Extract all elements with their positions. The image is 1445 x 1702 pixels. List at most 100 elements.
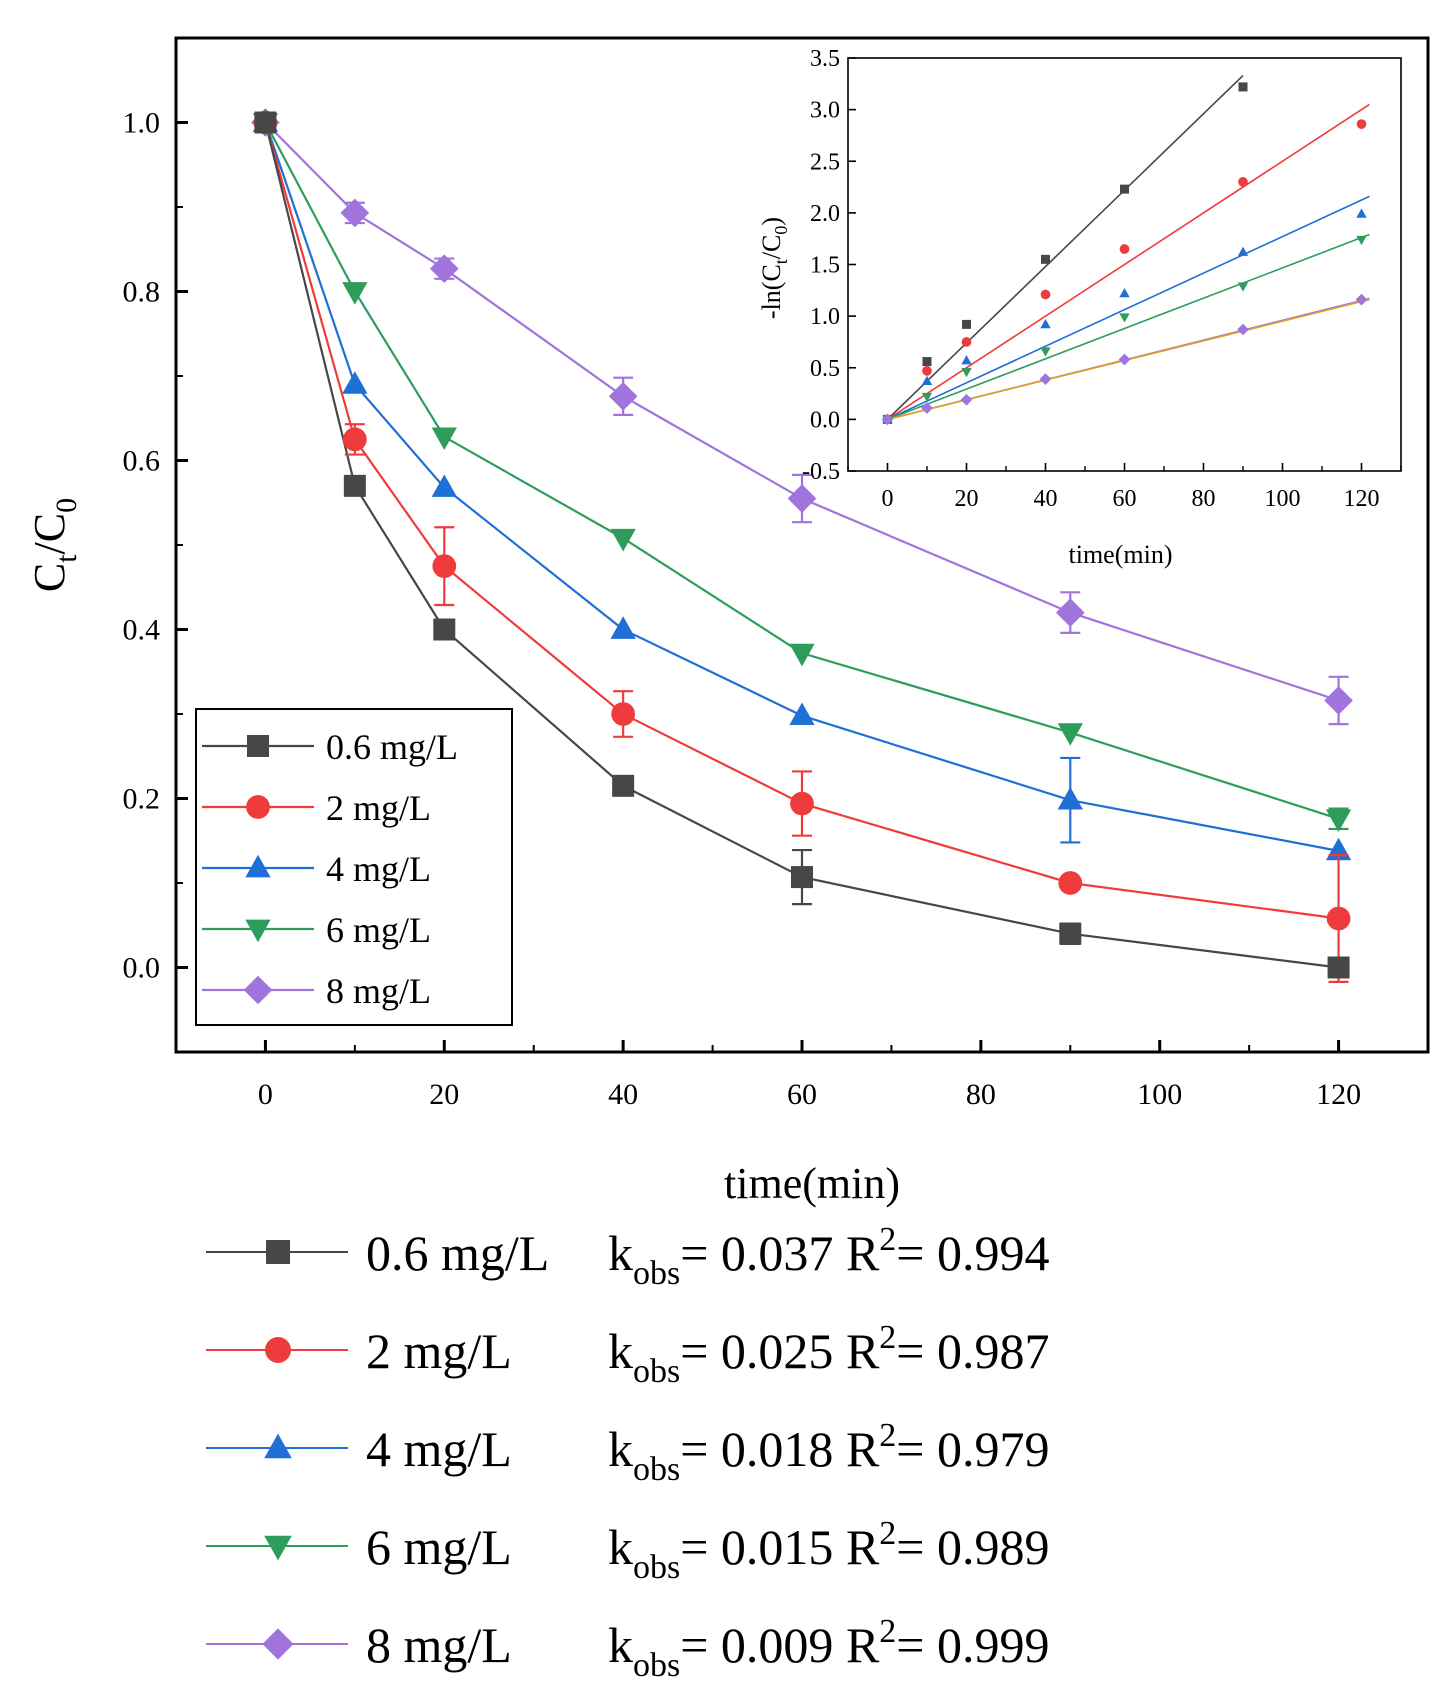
data-point bbox=[790, 791, 814, 816]
legend-box bbox=[195, 708, 513, 1026]
data-point bbox=[610, 616, 636, 639]
data-point bbox=[432, 554, 457, 579]
k-subscript: obs bbox=[633, 1549, 680, 1586]
k-value: = 0.009 bbox=[680, 1617, 833, 1673]
k-label: k bbox=[608, 1617, 633, 1673]
data-point bbox=[342, 371, 368, 394]
inset-data-point bbox=[1356, 208, 1367, 218]
inset-data-point bbox=[1356, 235, 1367, 246]
x-tick-label: 20 bbox=[429, 1078, 459, 1111]
y-tick-label: 1.0 bbox=[123, 107, 161, 140]
inset-data-point bbox=[961, 355, 972, 365]
data-point bbox=[1055, 598, 1085, 627]
k-value: = 0.018 bbox=[680, 1421, 833, 1477]
inset-data-point bbox=[1237, 246, 1249, 256]
inset-data-point bbox=[1237, 323, 1249, 336]
data-point bbox=[1058, 871, 1083, 895]
k-label: k bbox=[608, 1323, 633, 1379]
inset-data-point bbox=[961, 368, 972, 378]
y-title-base: C bbox=[25, 563, 74, 592]
data-point bbox=[610, 528, 636, 552]
inset-x-tick-label: 120 bbox=[1344, 486, 1380, 512]
k-value: = 0.015 bbox=[680, 1519, 833, 1575]
r-superscript: 2 bbox=[879, 1613, 896, 1650]
inset-x-tick-label: 60 bbox=[1113, 486, 1137, 512]
fit-line bbox=[886, 74, 1244, 420]
inset-y-title-prefix: -ln(C bbox=[757, 264, 786, 319]
r-value: = 0.987 bbox=[896, 1323, 1049, 1379]
x-tick-label: 80 bbox=[966, 1078, 996, 1111]
y-tick-label: 0.2 bbox=[123, 783, 161, 816]
inset-data-point bbox=[921, 375, 933, 385]
k-subscript: obs bbox=[633, 1255, 680, 1292]
r-label: R bbox=[846, 1225, 880, 1281]
inset-y-title-sub-0: 0 bbox=[771, 226, 791, 235]
y-axis-title: Ct/C0 bbox=[25, 498, 83, 592]
inset-y-tick-label: 0.5 bbox=[810, 356, 840, 382]
inset-y-title-sub-t: t bbox=[771, 259, 791, 264]
y-tick-label: 0.4 bbox=[123, 614, 161, 647]
legend-label: 4 mg/L bbox=[326, 849, 431, 889]
data-point bbox=[343, 474, 366, 497]
y-tick-label: 0.8 bbox=[123, 276, 161, 309]
inset-y-tick-label: 1.5 bbox=[810, 253, 840, 279]
legend-marker bbox=[245, 919, 271, 943]
inset-y-tick-label: -0.5 bbox=[802, 459, 840, 485]
data-point bbox=[787, 484, 817, 513]
data-point bbox=[611, 702, 636, 726]
x-tick-label: 0 bbox=[258, 1078, 273, 1111]
k-value: = 0.037 bbox=[680, 1225, 833, 1281]
inset-y-title-suffix: ) bbox=[757, 217, 786, 226]
r-superscript: 2 bbox=[879, 1319, 896, 1356]
k-label: k bbox=[608, 1225, 633, 1281]
data-point bbox=[1325, 809, 1352, 832]
inset-data-point bbox=[922, 365, 932, 376]
legend-label: 2 mg/L bbox=[326, 788, 431, 828]
data-point bbox=[612, 774, 635, 797]
data-point bbox=[608, 381, 638, 411]
r-label: R bbox=[846, 1323, 880, 1379]
data-point bbox=[431, 427, 457, 451]
k-subscript: obs bbox=[633, 1451, 680, 1488]
inset-data-point bbox=[962, 319, 971, 329]
spacer bbox=[833, 1617, 846, 1673]
kinetics-k: kobs= 0.015 R2= 0.989 bbox=[608, 1515, 1050, 1586]
x-axis-title: time(min) bbox=[724, 1159, 900, 1208]
y-title-sub-0: 0 bbox=[50, 498, 83, 513]
data-point bbox=[342, 282, 368, 305]
kinetics-conc: 8 mg/L bbox=[366, 1617, 512, 1673]
kinetics-conc: 2 mg/L bbox=[366, 1323, 512, 1379]
inset-data-point bbox=[1040, 289, 1051, 300]
inset-x-tick-label: 0 bbox=[882, 486, 894, 512]
kinetics-marker bbox=[266, 1240, 290, 1264]
inset-data-point bbox=[1041, 254, 1050, 264]
k-label: k bbox=[608, 1421, 633, 1477]
kinetics-k: kobs= 0.037 R2= 0.994 bbox=[608, 1221, 1050, 1292]
spacer bbox=[833, 1519, 846, 1575]
legend-label: 8 mg/L bbox=[326, 971, 431, 1011]
legend-label: 6 mg/L bbox=[326, 910, 431, 950]
kinetics-marker bbox=[262, 1628, 294, 1660]
spacer bbox=[833, 1421, 846, 1477]
main-legend: 0.6 mg/L 2 mg/L 4 mg/L 6 mg/L 8 mg/L bbox=[195, 708, 513, 1026]
kinetics-conc: 4 mg/L bbox=[366, 1421, 512, 1477]
inset-plot: -0.5 0.0 0.5 1.0 1.5 2.0 2.5 3.0 3.5 0 20 40 60 80 100… bbox=[757, 46, 1402, 569]
inset-x-tick-label: 100 bbox=[1265, 486, 1301, 512]
inset-data-point bbox=[1120, 184, 1129, 194]
inset-data-point bbox=[1119, 244, 1130, 254]
k-subscript: obs bbox=[633, 1647, 680, 1684]
data-point bbox=[791, 866, 813, 889]
y-title-slash: /C bbox=[25, 513, 74, 555]
data-point bbox=[342, 427, 367, 452]
kinetics-row: 4 mg/L kobs= 0.018 R2= 0.979 bbox=[206, 1417, 1050, 1488]
r-value: = 0.994 bbox=[896, 1225, 1049, 1281]
kinetics-k: kobs= 0.018 R2= 0.979 bbox=[608, 1417, 1050, 1488]
r-superscript: 2 bbox=[879, 1221, 896, 1258]
kinetics-marker bbox=[264, 1433, 292, 1459]
fit-line bbox=[887, 103, 1370, 421]
legend-marker bbox=[245, 854, 271, 878]
inset-data-point bbox=[1356, 119, 1367, 129]
legend-label: 0.6 mg/L bbox=[326, 727, 458, 767]
kinetics-k: kobs= 0.009 R2= 0.999 bbox=[608, 1613, 1050, 1684]
